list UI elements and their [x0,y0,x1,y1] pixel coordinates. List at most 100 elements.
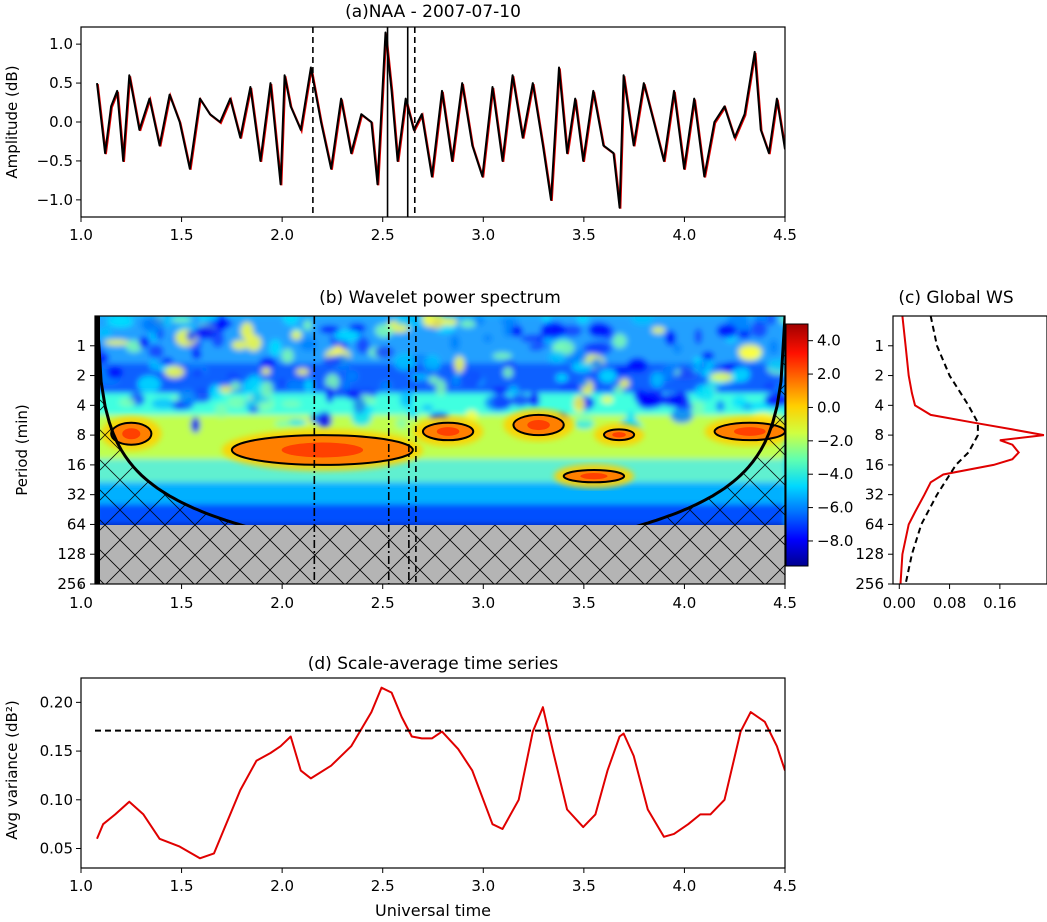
x-tick-label: 1.0 [69,594,93,612]
power-speckle [169,316,192,323]
power-speckle [450,376,461,388]
power-speckle [576,416,594,424]
power-speckle [626,411,636,427]
power-speckle [219,385,233,394]
power-speckle [449,334,460,351]
power-speckle [459,319,477,328]
power-speckle [190,417,201,433]
y-tick-label: 16 [67,456,86,474]
power-speckle [424,354,441,372]
power-speckle [491,387,509,395]
x-tick-label: 1.5 [170,226,194,244]
power-speckle [231,340,248,350]
power-speckle [186,330,197,342]
power-speckle [140,316,165,334]
x-tick-label: 2.0 [270,226,294,244]
y-tick-label: 0.0 [49,113,73,131]
power-speckle [191,349,202,360]
power-speckle [683,403,694,410]
power-speckle [161,316,173,328]
power-speckle [277,378,286,388]
power-speckle [374,323,394,338]
power-speckle [739,347,760,361]
power-speckle [614,366,632,374]
panel-a-title: (a)NAA - 2007-07-10 [345,2,521,22]
power-speckle [348,323,366,333]
x-tick-label: 0.08 [933,594,966,612]
x-tick-label: 4.5 [773,226,797,244]
x-tick-label: 1.0 [69,226,93,244]
power-speckle [148,344,164,359]
panel-d-title: (d) Scale-average time series [308,654,559,674]
power-speckle [731,366,750,382]
power-speckle [710,372,734,382]
power-speckle [673,343,682,354]
y-tick-label: 8 [76,426,86,444]
power-speckle [503,321,513,338]
power-speckle [240,322,254,340]
colorbar-tick-label: −2.0 [817,432,853,450]
panel-a-time-series: (a)NAA - 2007-07-10 Amplitude (dB) 1.0 1.… [3,2,797,244]
panel-b-ylabel: Period (min) [13,404,31,496]
power-speckle [483,334,493,343]
power-speckle [211,330,225,348]
power-speckle [118,397,136,407]
power-speckle [259,357,277,368]
y-tick-label: −1.0 [37,191,73,209]
x-tick-label: 1.0 [69,877,93,895]
y-tick-label: 64 [865,515,884,533]
x-tick-label: 3.5 [572,594,596,612]
x-tick-label: 4.5 [773,594,797,612]
panel-c-title: (c) Global WS [898,288,1013,308]
power-peak-4 [612,432,626,438]
power-speckle [590,358,603,369]
y-tick-label: 1 [76,337,86,355]
panel-b-left-bar [95,316,100,584]
power-speckle [178,388,197,407]
series-red-line [96,33,785,209]
power-speckle [454,355,465,373]
power-speckle [520,334,546,344]
y-tick-label: 32 [865,486,884,504]
power-speckle [421,404,434,412]
power-speckle [209,319,234,328]
power-speckle [393,352,417,371]
power-peak-3 [527,419,550,431]
power-speckle [502,366,514,379]
power-speckle [106,366,123,379]
power-speckle [395,417,408,429]
x-tick-label: 2.5 [371,877,395,895]
x-tick-label: 4.0 [672,877,696,895]
power-speckle [676,371,695,381]
power-peak-1 [281,442,364,458]
power-speckle [353,396,366,414]
power-speckle [560,324,583,337]
panel-d-xlabel: Universal time [375,901,491,920]
power-peak-5 [580,473,608,480]
power-speckle [500,317,520,325]
power-speckle [684,362,700,369]
power-speckle [601,395,614,404]
y-tick-label: 1 [874,337,884,355]
power-speckle [510,325,523,337]
power-speckle [555,373,568,383]
scale-average-line [96,686,785,860]
power-speckle [701,351,715,361]
colorbar-tick-label: −6.0 [817,499,853,517]
power-speckle [379,380,393,393]
y-tick-label: 2 [874,367,884,385]
panel-d-ylabel: Avg variance (dB²) [3,700,21,839]
power-speckle [651,326,666,334]
power-speckle [303,320,313,331]
power-speckle [104,339,129,346]
power-speckle [580,362,594,370]
power-band-4 [95,459,785,483]
y-tick-label: 2 [76,367,86,385]
power-speckle [664,330,677,346]
power-speckle [258,401,269,412]
power-speckle [731,395,748,409]
power-speckle [558,381,579,393]
global-ws-significance-line [904,316,979,584]
colorbar [785,323,809,567]
